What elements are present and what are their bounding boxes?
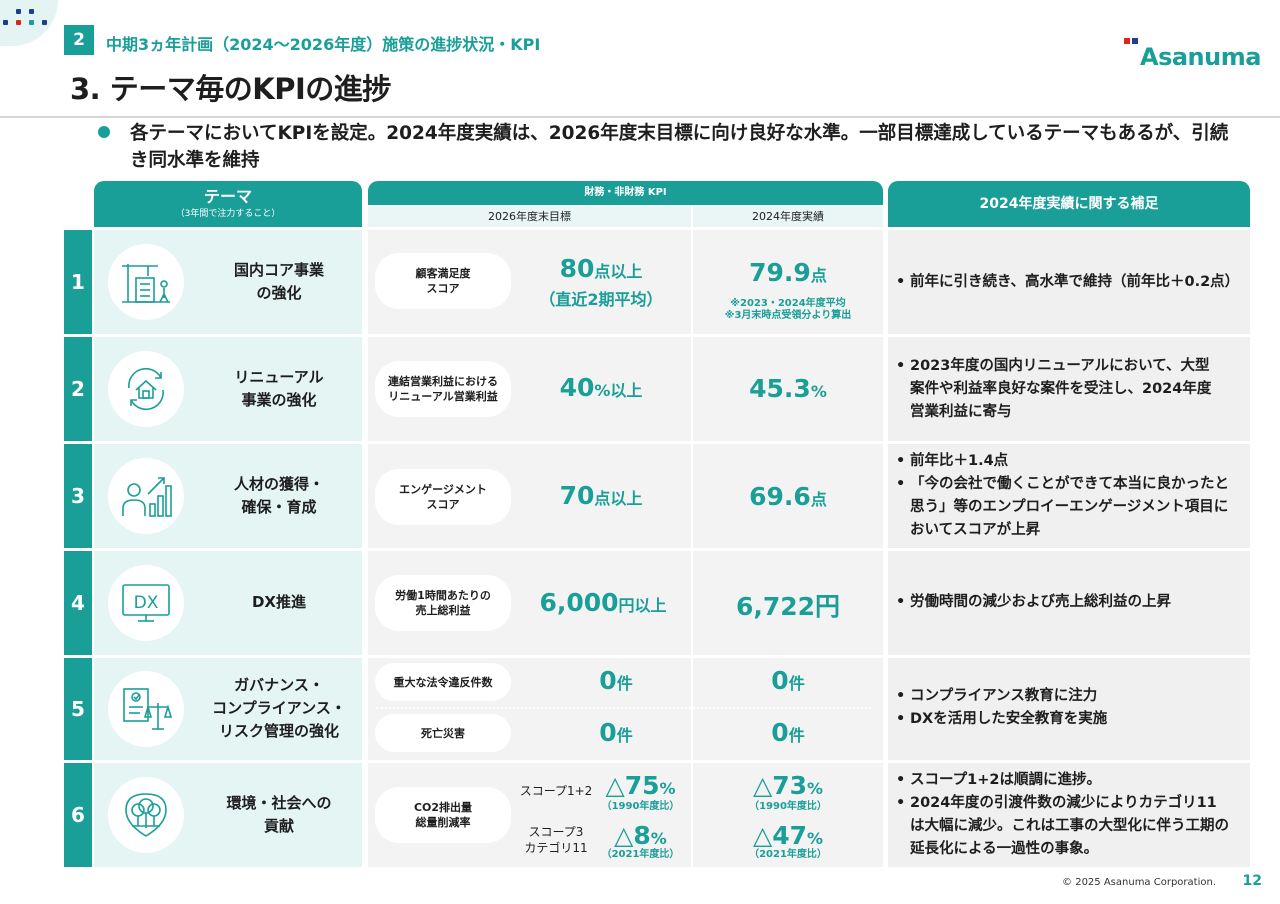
actual-value: △47%	[752, 821, 824, 850]
note-header: 2024年度実績に関する補足	[888, 181, 1250, 227]
theme-cell: 国内コア事業 の強化	[94, 230, 362, 334]
actual-base: （1990年度比）	[749, 801, 827, 812]
dotted-divider	[376, 707, 871, 709]
target-sub: （直近2期平均）	[539, 290, 663, 309]
corner-decoration	[0, 0, 58, 46]
actual-value: 0件	[771, 666, 805, 695]
kpi-header: 財務・非財務 KPI	[368, 181, 883, 205]
target-value: 6,000円以上	[539, 588, 667, 617]
logo-text: Asanuma	[1140, 43, 1261, 71]
page-title: 3. テーマ毎のKPIの進捗	[70, 72, 391, 106]
row-number: 3	[64, 444, 92, 548]
construction-site-icon	[108, 244, 184, 320]
kpi-pill: 死亡災害	[375, 714, 511, 752]
theme-name: ガバナンス・ コンプライアンス・ リスク管理の強化	[212, 676, 346, 740]
kpi-pill: 重大な法令違反件数	[375, 663, 511, 701]
kpi-cell: 重大な法令違反件数 0件 0件 死亡災害 0件 0件	[368, 658, 883, 760]
kpi-cell: 顧客満足度 スコア 80点以上 （直近2期平均） 79.9点 ※2023・2024…	[368, 230, 883, 334]
theme-header-label: テーマ	[203, 187, 252, 206]
actual-base: （2021年度比）	[749, 849, 827, 860]
actual-value: △73%	[752, 771, 824, 800]
scope-label: スコープ1+2	[519, 784, 593, 798]
actual-value: 45.3%	[749, 374, 827, 403]
lead-bullet	[98, 126, 110, 138]
kpi-pill: エンゲージメント スコア	[375, 469, 511, 525]
note-cell: 労働時間の減少および売上総利益の上昇	[888, 551, 1250, 655]
kpi-cell: 連結営業利益における リニューアル営業利益 40%以上 45.3%	[368, 337, 883, 441]
theme-name: 環境・社会への 貢献	[226, 794, 332, 835]
note-cell: 前年比＋1.4点 「今の会社で働くことができて本当に良かったと 思う」等のエンプ…	[888, 444, 1250, 548]
lead-text: 各テーマにおいてKPIを設定。2024年度実績は、2026年度末目標に向け良好な…	[130, 123, 1229, 171]
kpi-pill: CO2排出量 総量削減率	[375, 787, 511, 843]
environment-tree-icon	[108, 777, 184, 853]
header-divider	[0, 116, 1280, 118]
actual-note: ※2023・2024年度平均 ※3月末時点受領分より算出	[724, 298, 852, 321]
theme-cell: 人材の獲得・ 確保・育成	[94, 444, 362, 548]
note-cell: コンプライアンス教育に注力 DXを活用した安全教育を実施	[888, 658, 1250, 760]
row-number: 2	[64, 337, 92, 441]
compliance-scale-icon	[108, 671, 184, 747]
kpi-pill: 顧客満足度 スコア	[375, 253, 511, 309]
theme-name: リニューアル 事業の強化	[234, 368, 324, 409]
actual-value: 69.6点	[749, 482, 827, 511]
row-number: 6	[64, 763, 92, 867]
section-number: 2	[64, 25, 94, 55]
row-number: 1	[64, 230, 92, 334]
actual-value: 6,722円	[735, 592, 841, 621]
actual-header: 2024年度実績	[693, 206, 883, 227]
svg-text:DX: DX	[134, 593, 159, 613]
theme-header-sub: （3年間で注力すること）	[175, 209, 281, 219]
note-cell: 前年に引き続き、高水準で維持（前年比＋0.2点）	[888, 230, 1250, 334]
dx-screen-icon: DX	[108, 565, 184, 641]
theme-cell: ガバナンス・ コンプライアンス・ リスク管理の強化	[94, 658, 362, 760]
target-base: （1990年度比）	[601, 801, 680, 812]
note-cell: 2023年度の国内リニューアルにおいて、大型 案件や利益率良好な案件を受注し、2…	[888, 337, 1250, 441]
section-title: 中期3ヵ年計画（2024～2026年度）施策の進捗状況・KPI	[106, 35, 541, 54]
kpi-pill: 連結営業利益における リニューアル営業利益	[375, 361, 511, 417]
target-value: 40%以上	[559, 373, 643, 402]
scope-label: スコープ3 カテゴリ11	[524, 825, 588, 855]
target-value: △75%	[605, 771, 676, 800]
person-growth-icon	[108, 458, 184, 534]
target-header: 2026年度末目標	[368, 206, 691, 227]
kpi-cell: CO2排出量 総量削減率 スコープ1+2 △75% （1990年度比） スコープ3…	[368, 763, 883, 867]
page-number: 12	[1242, 873, 1262, 889]
target-value: 80点以上	[559, 254, 643, 283]
theme-cell: 環境・社会への 貢献	[94, 763, 362, 867]
actual-value: 79.9点	[749, 258, 827, 287]
theme-header: テーマ （3年間で注力すること）	[94, 181, 362, 227]
actual-value: 0件	[771, 718, 805, 747]
theme-cell: リニューアル 事業の強化	[94, 337, 362, 441]
kpi-pill: 労働1時間あたりの 売上総利益	[375, 575, 511, 631]
theme-cell: DX DX推進	[94, 551, 362, 655]
kpi-cell: 労働1時間あたりの 売上総利益 6,000円以上 6,722円	[368, 551, 883, 655]
theme-name: 人材の獲得・ 確保・育成	[233, 475, 324, 516]
asanuma-logo-icon	[1124, 38, 1138, 44]
target-value: 70点以上	[559, 481, 643, 510]
copyright: © 2025 Asanuma Corporation.	[1062, 877, 1216, 888]
target-value: △8%	[614, 821, 667, 850]
target-value: 0件	[599, 718, 633, 747]
kpi-cell: エンゲージメント スコア 70点以上 69.6点	[368, 444, 883, 548]
house-renewal-icon	[108, 351, 184, 427]
target-base: （2021年度比）	[601, 849, 680, 860]
row-number: 4	[64, 551, 92, 655]
note-cell: スコープ1+2は順調に進捗。 2024年度の引渡件数の減少によりカテゴリ11 は…	[888, 763, 1250, 867]
theme-name: DX推進	[251, 593, 307, 611]
row-number: 5	[64, 658, 92, 760]
theme-name: 国内コア事業 の強化	[233, 261, 324, 302]
target-value: 0件	[599, 666, 633, 695]
